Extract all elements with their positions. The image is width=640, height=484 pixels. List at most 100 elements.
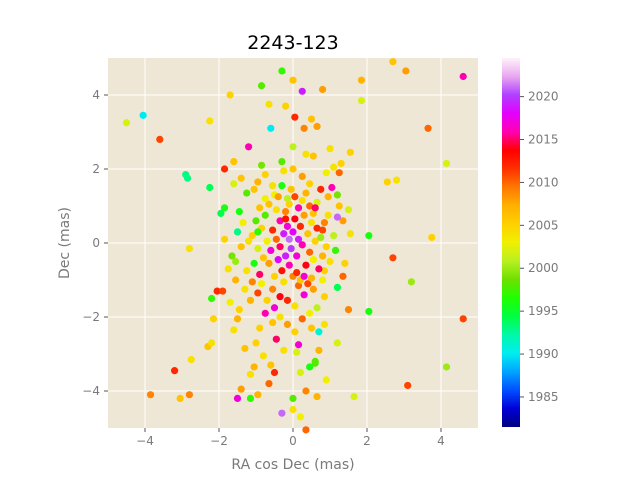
data-points (122, 58, 467, 434)
scatter-point (289, 405, 297, 414)
scatter-point (307, 324, 316, 332)
x-axis-label: RA cos Dec (mas) (231, 457, 354, 473)
x-tick-label: −2 (210, 434, 228, 448)
scatter-point (263, 296, 271, 304)
scatter-point (283, 222, 292, 230)
scatter-point (322, 243, 330, 251)
scatter-point (237, 243, 245, 251)
scatter-point (283, 195, 292, 203)
scatter-point (278, 67, 286, 75)
scatter-point (302, 261, 310, 269)
scatter-point (185, 391, 193, 399)
scatter-point (254, 391, 262, 399)
colorbar-tick-label: 2020 (528, 90, 559, 104)
scatter-point (232, 257, 240, 266)
scatter-point (302, 150, 310, 158)
scatter-point (241, 344, 249, 353)
scatter-point (330, 163, 338, 171)
scatter-point (256, 324, 264, 332)
scatter-point (298, 87, 306, 95)
colorbar-tick-label: 2000 (528, 261, 559, 275)
scatter-point (282, 215, 290, 223)
scatter-point (333, 191, 341, 199)
scatter-point (171, 367, 179, 375)
scatter-point (278, 409, 286, 417)
scatter-point (313, 392, 321, 401)
scatter-point (220, 235, 229, 243)
scatter-point (350, 392, 358, 401)
scatter-point (330, 232, 338, 240)
scatter-point (317, 185, 325, 193)
scatter-point (293, 348, 301, 356)
scatter-point (261, 195, 269, 203)
scatter-point (282, 252, 290, 260)
colorbar-tick-label: 2005 (528, 218, 559, 232)
y-tick-label: −4 (82, 384, 100, 398)
scatter-point (309, 209, 317, 217)
scatter-point (339, 217, 347, 225)
scatter-point (307, 274, 316, 282)
scatter-point (276, 217, 284, 225)
scatter-point (333, 339, 341, 347)
scatter-point (185, 244, 193, 253)
scatter-point (287, 244, 295, 253)
x-tick-label: −4 (136, 434, 154, 448)
scatter-point (319, 276, 327, 284)
scatter-point (304, 280, 312, 288)
scatter-point (307, 219, 316, 227)
scatter-point (245, 143, 253, 151)
scatter-point (306, 363, 314, 371)
scatter-point (289, 76, 297, 84)
scatter-point (300, 272, 308, 280)
scatter-point (357, 76, 366, 84)
scatter-point (220, 204, 229, 212)
scatter-point (302, 426, 310, 434)
scatter-point (309, 152, 317, 160)
scatter-point (324, 193, 332, 201)
scatter-point (459, 72, 467, 81)
scatter-point (424, 124, 432, 132)
scatter-point (187, 355, 195, 364)
scatter-point (254, 228, 262, 236)
scatter-point (341, 259, 349, 267)
scatter-point (293, 252, 301, 260)
scatter-point (322, 376, 330, 384)
scatter-point (248, 278, 256, 286)
scatter-point (122, 119, 131, 127)
scatter-point (300, 124, 308, 132)
scatter-point (276, 313, 284, 321)
scatter-point (233, 228, 242, 236)
scatter-point (324, 211, 332, 219)
scatter-point (304, 230, 312, 238)
scatter-point (302, 387, 310, 395)
scatter-point (294, 235, 303, 243)
scatter-point (326, 257, 334, 266)
scatter-point (259, 254, 267, 262)
colorbar-tick-label: 2010 (528, 175, 559, 189)
scatter-point (389, 254, 397, 262)
scatter-point (233, 315, 242, 323)
scatter-point (319, 85, 327, 94)
scatter-point (335, 202, 343, 210)
scatter-point (291, 302, 299, 310)
scatter-point (256, 270, 264, 279)
scatter-point (280, 167, 288, 175)
scatter-point (383, 178, 391, 186)
scatter-point (209, 315, 218, 323)
scatter-point (232, 276, 240, 284)
scatter-point (246, 296, 255, 304)
scatter-point (337, 159, 345, 168)
scatter-point (389, 58, 397, 66)
scatter-point (309, 285, 317, 293)
scatter-point (257, 280, 266, 288)
scatter-point (296, 413, 304, 421)
scatter-point (296, 222, 304, 230)
y-tick-label: 0 (92, 236, 100, 250)
scatter-point (291, 113, 299, 121)
scatter-point (217, 209, 225, 217)
scatter-point (294, 281, 303, 290)
scatter-point (346, 230, 354, 238)
scatter-point (313, 198, 321, 206)
scatter-point (263, 237, 271, 245)
